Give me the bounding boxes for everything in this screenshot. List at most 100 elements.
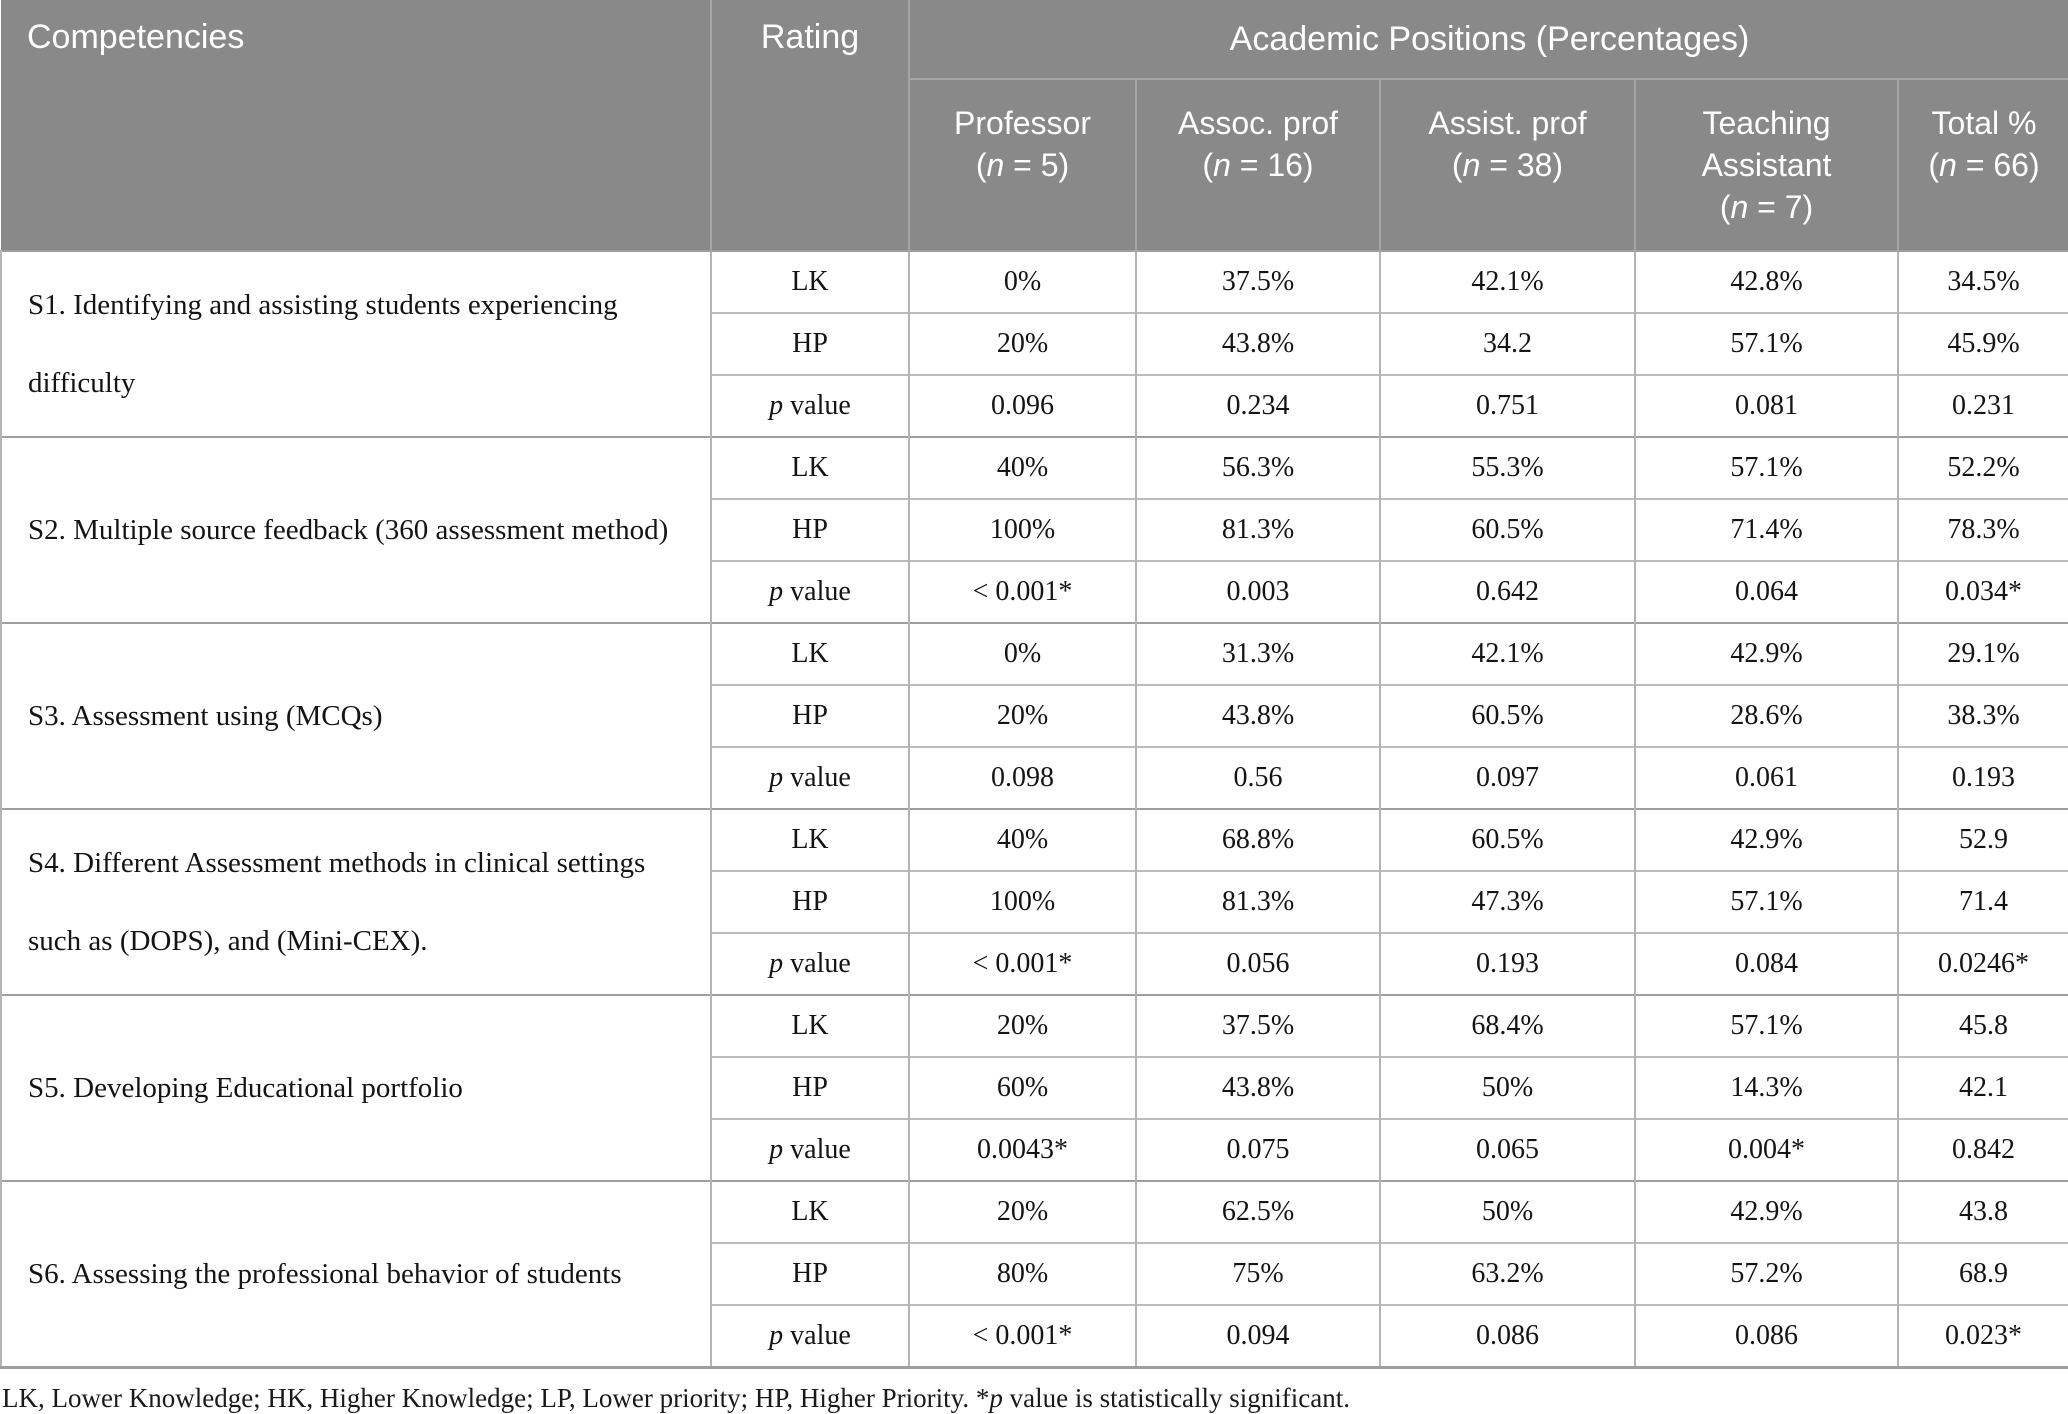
value-cell: 0.751 [1379,374,1636,437]
value-cell: 34.2 [1379,312,1636,375]
table-row: S4. Different Assessment methods in clin… [0,808,2068,995]
value-cell: 20% [908,312,1137,375]
value-cell: 0.064 [1634,560,1899,623]
value-cell: 42.9% [1634,1180,1899,1243]
value-cell: 68.8% [1135,808,1381,871]
col-header-n: (n = 66) [1928,147,2040,184]
value-cell: 0% [908,250,1137,313]
competency-cell: S3. Assessment using (MCQs) [0,622,712,809]
table-row: HP 20% 43.8% 34.2 57.1% 45.9% [1,312,2068,375]
value-cell: 80% [908,1242,1137,1305]
value-cell: 42.9% [1634,622,1899,685]
value-cell: 60.5% [1379,684,1636,747]
value-cell: 20% [908,1180,1137,1243]
rating-cell: p value [710,746,910,809]
col-header-rating: Rating [710,0,909,251]
value-cell: 50% [1379,1056,1636,1119]
value-cell: < 0.001* [908,1304,1137,1368]
col-header-label: Assist. prof [1428,105,1587,141]
competency-cell: S4. Different Assessment methods in clin… [0,808,712,995]
value-cell: 71.4 [1896,870,2068,933]
table-row: p value < 0.001* 0.003 0.642 0.064 0.034* [1,560,2068,623]
value-cell: 0.004* [1634,1118,1899,1181]
value-cell: 0.56 [1135,746,1381,809]
col-header-n: (n = 38) [1451,147,1564,184]
value-cell: 0% [908,622,1137,685]
value-cell: 57.1% [1634,312,1899,375]
value-cell: 0.234 [1135,374,1381,437]
footnote-italic-p: p [989,1383,1003,1413]
value-cell: 42.9% [1634,808,1899,871]
rating-cell: p value [710,1118,910,1181]
rating-cell: HP [710,498,910,561]
col-header-n: (n = 5) [975,147,1070,184]
value-cell: 43.8 [1896,1180,2068,1243]
table-row: p value 0.098 0.56 0.097 0.061 0.193 [1,746,2068,809]
value-cell: 0.086 [1634,1304,1899,1368]
value-cell: 0.034* [1896,560,2068,623]
rating-cell: HP [710,684,910,747]
rating-cell: p value [710,560,910,623]
rating-cell: HP [710,312,910,375]
value-cell: 0.081 [1634,374,1899,437]
value-cell: 100% [908,498,1137,561]
rating-cell: HP [710,870,910,933]
competency-cell: S1. Identifying and assisting students e… [0,250,712,437]
table-row: HP 100% 81.3% 60.5% 71.4% 78.3% [1,498,2068,561]
value-cell: 0.842 [1896,1118,2068,1181]
value-cell: 28.6% [1634,684,1899,747]
competency-cell: S2. Multiple source feedback (360 assess… [0,436,712,623]
rating-cell: HP [710,1242,910,1305]
value-cell: 71.4% [1634,498,1899,561]
value-cell: 0.075 [1135,1118,1381,1181]
value-cell: 57.1% [1634,870,1899,933]
value-cell: 68.4% [1379,994,1636,1057]
table-header: Competencies Rating Academic Positions (… [1,0,2068,251]
table-footnote: LK, Lower Knowledge; HK, Higher Knowledg… [0,1369,2068,1414]
rating-cell: p value [710,932,910,995]
value-cell: 0.023* [1896,1304,2068,1368]
value-cell: 0.061 [1634,746,1899,809]
value-cell: < 0.001* [908,560,1137,623]
col-header-label: Assoc. prof [1177,105,1339,141]
value-cell: 0.193 [1896,746,2068,809]
value-cell: 60.5% [1379,498,1636,561]
value-cell: 78.3% [1896,498,2068,561]
value-cell: 20% [908,684,1137,747]
value-cell: 45.8 [1896,994,2068,1057]
competencies-table: Competencies Rating Academic Positions (… [0,0,2068,1369]
value-cell: 43.8% [1135,312,1381,375]
table-row: HP 60% 43.8% 50% 14.3% 42.1 [1,1056,2068,1119]
rating-cell: p value [710,374,910,437]
table-row: HP 80% 75% 63.2% 57.2% 68.9 [1,1242,2068,1305]
table-row: S1. Identifying and assisting students e… [0,250,2068,437]
value-cell: 100% [908,870,1137,933]
value-cell: 0.096 [908,374,1137,437]
table-row: S5. Developing Educational portfolio LK 20… [0,994,2068,1181]
value-cell: 57.1% [1634,436,1899,499]
value-cell: 0.097 [1379,746,1636,809]
col-header-label: Total % [1931,105,2037,141]
value-cell: 56.3% [1135,436,1381,499]
value-cell: 40% [908,808,1137,871]
table-row: S6. Assessing the professional behavior … [0,1180,2068,1368]
table-row: S3. Assessment using (MCQs) LK 0% 31.3% 42.1… [0,622,2068,809]
rating-cell: LK [710,994,910,1057]
value-cell: 0.0246* [1896,932,2068,995]
rating-cell: LK [710,250,910,313]
footnote-text-post: value is statistically significant. [1002,1383,1351,1413]
value-cell: 60% [908,1056,1137,1119]
col-header-label: Teaching Assistant [1701,105,1832,184]
table-body: S1. Identifying and assisting students e… [0,250,2068,1368]
value-cell: 38.3% [1896,684,2068,747]
value-cell: 45.9% [1896,312,2068,375]
value-cell: 52.2% [1896,436,2068,499]
value-cell: 81.3% [1135,870,1381,933]
competency-cell: S6. Assessing the professional behavior … [0,1180,712,1368]
value-cell: 0.098 [908,746,1137,809]
value-cell: 0.065 [1379,1118,1636,1181]
table-row: p value < 0.001* 0.056 0.193 0.084 0.0246* [1,932,2068,995]
value-cell: 68.9 [1896,1242,2068,1305]
value-cell: 40% [908,436,1137,499]
value-cell: 0.231 [1896,374,2068,437]
